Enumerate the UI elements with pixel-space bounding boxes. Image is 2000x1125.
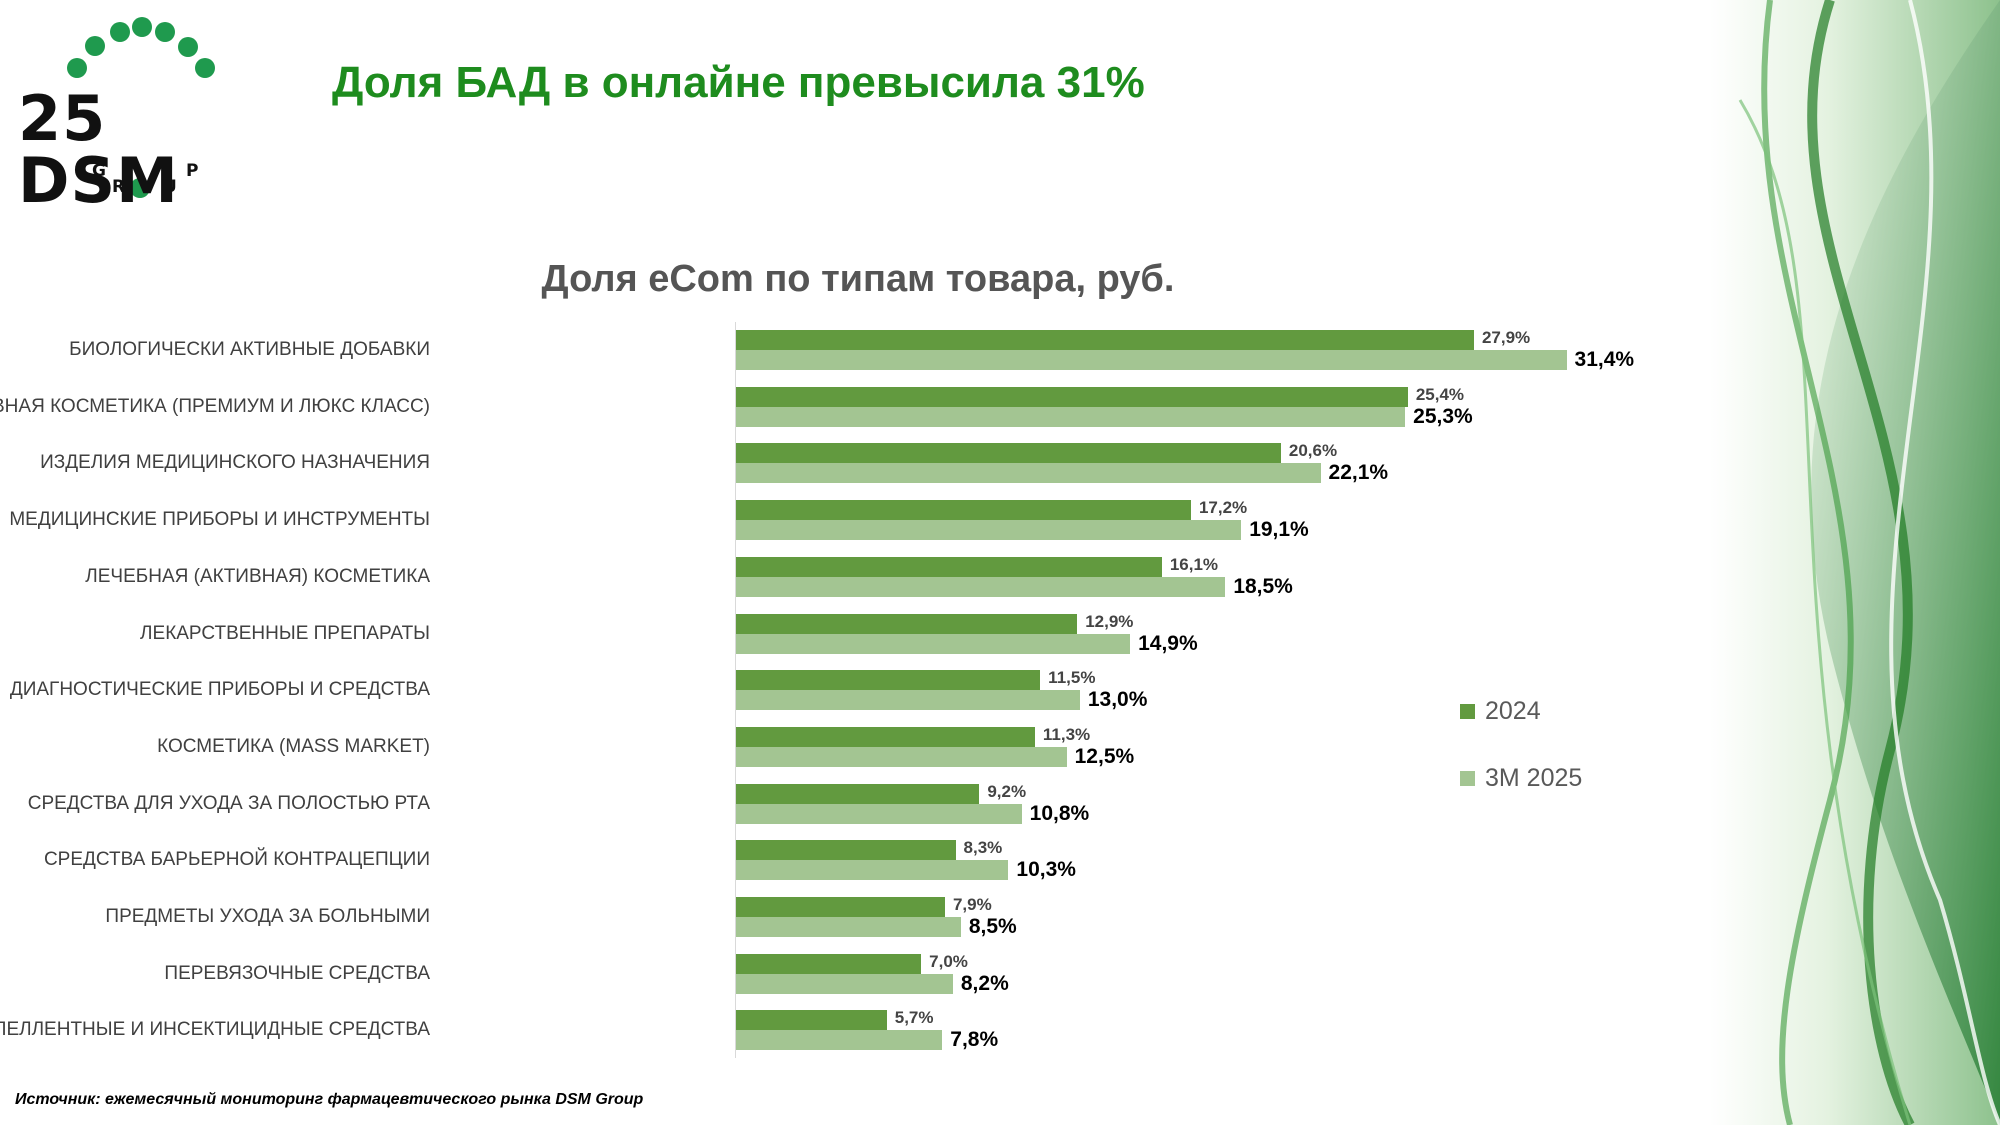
category-label: СЕЛЕКТИВНАЯ КОСМЕТИКА (ПРЕМИУМ И ЛЮКС КЛ…: [0, 395, 430, 417]
legend-item-2024: 2024: [1460, 697, 1541, 726]
data-label: 20,6%: [1288, 441, 1338, 461]
category-label: МЕДИЦИНСКИЕ ПРИБОРЫ И ИНСТРУМЕНТЫ: [9, 509, 430, 531]
data-label: 13,0%: [1087, 688, 1148, 712]
bar-2024: [736, 670, 1041, 691]
logo-dots-icon: G R U P: [67, 17, 215, 198]
category-label: ЛЕЧЕБНАЯ (АКТИВНАЯ) КОСМЕТИКА: [85, 565, 430, 587]
source-note: Источник: ежемесячный мониторинг фармаце…: [15, 1091, 644, 1108]
category-axis-line: [735, 322, 736, 1058]
legend-swatch: [1460, 704, 1475, 719]
legend-label: 2024: [1485, 697, 1541, 725]
bar-3m-2025: [736, 463, 1321, 484]
bar-2024: [736, 386, 1408, 407]
bar-3m-2025: [736, 803, 1022, 824]
bar-2024: [736, 613, 1078, 634]
dsm-group-logo: G R U P 25 DSM: [10, 10, 270, 212]
bar-2024: [736, 953, 922, 974]
bar-2024: [736, 897, 945, 917]
bar-3m-2025: [736, 1030, 943, 1051]
logo-text: 25 DSM: [18, 82, 179, 217]
bar-chart: БИОЛОГИЧЕСКИ АКТИВНЫЕ ДОБАВКИ 27,9% 31,4% С…: [0, 322, 1635, 1058]
svg-text:P: P: [186, 161, 198, 181]
chart-title: Доля eCom по типам товара, руб.: [541, 258, 1175, 300]
svg-text:G: G: [92, 161, 106, 181]
data-label: 16,1%: [1169, 554, 1219, 574]
category-label: КОСМЕТИКА (MASS MARKET): [157, 735, 430, 757]
data-label: 11,5%: [1048, 668, 1096, 688]
data-label: 7,0%: [929, 951, 968, 971]
bar-3m-2025: [736, 917, 961, 937]
category-label: ПРЕДМЕТЫ УХОДА ЗА БОЛЬНЫМИ: [105, 906, 430, 927]
category-label: ПЕРЕВЯЗОЧНЫЕ СРЕДСТВА: [164, 962, 430, 984]
data-label: 12,5%: [1074, 744, 1135, 768]
bar-3m-2025: [736, 350, 1567, 370]
bar-3m-2025: [736, 973, 953, 994]
data-label: 8,3%: [963, 838, 1003, 858]
category-label: ДИАГНОСТИЧЕСКИЕ ПРИБОРЫ И СРЕДСТВА: [9, 679, 430, 701]
data-label: 25,4%: [1415, 384, 1465, 404]
legend-label: 3М 2025: [1485, 764, 1583, 792]
data-label: 5,7%: [894, 1008, 934, 1028]
category-label: СРЕДСТВА БАРЬЕРНОЙ КОНТРАЦЕПЦИИ: [43, 849, 430, 871]
category-label: ИЗДЕЛИЯ МЕДИЦИНСКОГО НАЗНАЧЕНИЯ: [40, 452, 430, 474]
data-label: 31,4%: [1574, 348, 1635, 371]
decorative-green-swooshes: [1710, 0, 2000, 1125]
bar-3m-2025: [736, 860, 1009, 881]
data-label: 10,8%: [1029, 801, 1090, 825]
bar-2024: [736, 840, 956, 861]
data-label: 12,9%: [1085, 611, 1134, 631]
bar-3m-2025: [736, 576, 1226, 597]
bar-3m-2025: [736, 690, 1080, 711]
bar-2024: [736, 500, 1191, 521]
category-label: ЛЕКАРСТВЕННЫЕ ПРЕПАРАТЫ: [140, 622, 430, 644]
legend-item-3m-2025: 3М 2025: [1460, 764, 1582, 793]
svg-text:R: R: [112, 177, 125, 197]
data-label: 27,9%: [1481, 328, 1531, 347]
bar-2024: [736, 556, 1162, 577]
data-label: 17,2%: [1198, 498, 1248, 518]
page-title: Доля БАД в онлайне превысила 31%: [332, 58, 1145, 107]
data-label: 7,8%: [950, 1028, 999, 1052]
bar-2024: [736, 726, 1035, 747]
data-label: 14,9%: [1138, 631, 1198, 655]
data-label: 19,1%: [1249, 518, 1309, 542]
category-label: БИОЛОГИЧЕСКИ АКТИВНЫЕ ДОБАВКИ: [69, 339, 430, 360]
svg-text:U: U: [163, 177, 177, 197]
data-label: 7,9%: [952, 895, 992, 914]
bar-2024: [736, 330, 1474, 350]
category-label: СРЕДСТВА ДЛЯ УХОДА ЗА ПОЛОСТЬЮ РТА: [27, 792, 430, 814]
data-label: 18,5%: [1233, 574, 1293, 598]
bar-3m-2025: [736, 520, 1242, 541]
bar-2024: [736, 1010, 887, 1031]
bar-2024: [736, 443, 1281, 464]
data-label: 25,3%: [1413, 404, 1473, 428]
data-label: 8,5%: [968, 915, 1017, 938]
bar-3m-2025: [736, 633, 1131, 654]
bar-3m-2025: [736, 746, 1067, 767]
legend-swatch: [1460, 771, 1475, 786]
data-label: 8,2%: [960, 971, 1009, 995]
data-label: 22,1%: [1328, 461, 1389, 485]
data-label: 10,3%: [1016, 858, 1076, 882]
data-label: 9,2%: [987, 781, 1027, 801]
bar-2024: [736, 783, 980, 804]
data-label: 11,3%: [1042, 724, 1091, 744]
bar-3m-2025: [736, 406, 1406, 427]
category-label: РЕПЕЛЛЕНТНЫЕ И ИНСЕКТИЦИДНЫЕ СРЕДСТВА: [0, 1019, 430, 1041]
